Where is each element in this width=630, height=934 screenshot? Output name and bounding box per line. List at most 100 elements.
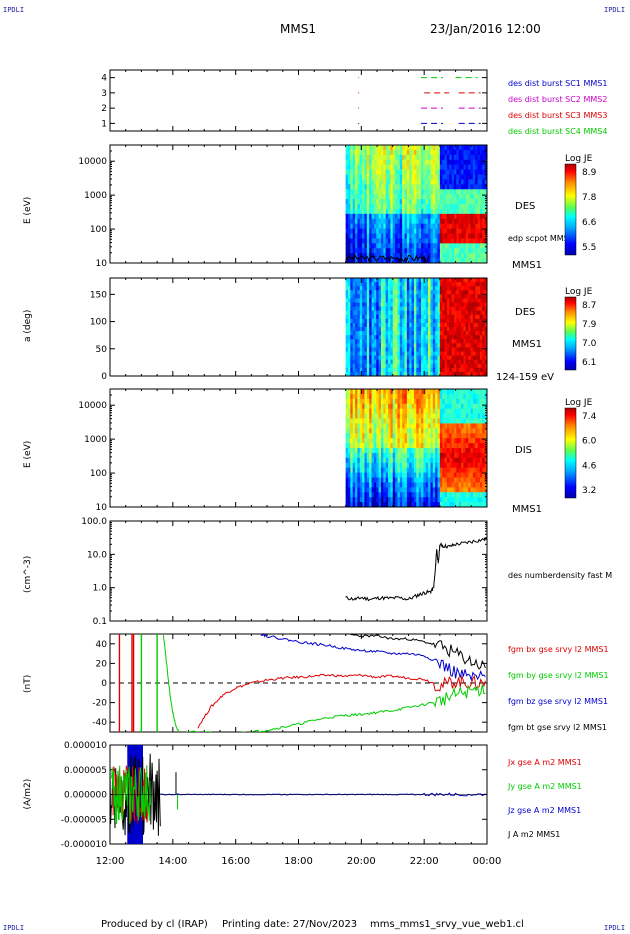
dis-energy-cell	[406, 443, 410, 449]
pitch-angle-cell	[397, 327, 401, 332]
x-axis-tick-label: 14:00	[158, 856, 187, 867]
des-energy-cell	[373, 169, 377, 176]
dis-energy-cell	[395, 487, 399, 493]
pitch-angle-cell	[397, 314, 401, 320]
dis-energy-cell	[435, 487, 439, 493]
des-energy-cell	[371, 248, 375, 254]
dis-energy-cell	[364, 502, 368, 507]
pitch-angle-cell	[482, 306, 486, 312]
pitch-angle-cell	[390, 343, 394, 349]
dis-energy-cell	[454, 472, 457, 479]
pitch-angle-cell	[406, 327, 410, 332]
des-energy-cell	[468, 228, 472, 235]
des-energy-cell	[446, 238, 450, 244]
dis-energy-cell	[347, 452, 351, 459]
des-energy-cell	[454, 145, 457, 151]
dis-energy-cell	[376, 398, 380, 405]
pitch-angle-cell	[470, 302, 474, 308]
des-energy-cell	[385, 213, 389, 220]
pitch-angle-cell	[388, 278, 391, 283]
dis-energy-cell	[371, 487, 375, 493]
des-energy-cell	[430, 184, 434, 190]
pitch-angle-cell	[449, 314, 453, 320]
current-burst-line	[111, 765, 151, 825]
dis-energy-cell	[472, 467, 476, 474]
dis-energy-cell	[423, 487, 427, 493]
dis-energy-cell	[432, 438, 436, 444]
dis-energy-cell	[423, 418, 427, 425]
des-energy-cell	[475, 169, 479, 176]
des-energy-cell	[395, 159, 399, 166]
pitch-angle-cell	[388, 294, 391, 300]
dis-energy-cell	[397, 393, 401, 400]
pitch-angle-cell	[428, 351, 432, 357]
dis-energy-cell	[359, 413, 363, 420]
des-energy-cell	[402, 145, 406, 151]
pitch-angle-cell	[442, 294, 446, 300]
des-energy-cell	[413, 164, 417, 171]
dis-energy-cell	[362, 443, 366, 449]
dis-energy-cell	[430, 413, 434, 420]
dis-energy-cell	[376, 482, 380, 488]
des-energy-cell	[411, 228, 415, 235]
dis-energy-cell	[482, 403, 486, 410]
dis-energy-cell	[472, 418, 476, 425]
dis-energy-cell	[406, 497, 410, 503]
des-energy-cell	[435, 218, 439, 225]
des-energy-cell	[430, 164, 434, 171]
dis-energy-cell	[345, 428, 349, 434]
dis-energy-cell	[449, 487, 453, 493]
dis-energy-cell	[479, 448, 483, 454]
pitch-angle-cell	[409, 294, 413, 300]
pitch-angle-cell	[345, 278, 349, 283]
mag-field-ylabel: (nT)	[23, 675, 33, 693]
des-energy-cell	[442, 213, 446, 220]
des-energy-cell	[446, 248, 450, 254]
dis-energy-cell	[399, 467, 403, 474]
pitch-angle-cell	[404, 298, 408, 304]
des-energy-cell	[345, 154, 349, 161]
des-energy-cell	[371, 174, 375, 181]
dis-energy-cell	[468, 398, 472, 405]
pitch-angle-cell	[468, 302, 472, 308]
pitch-angle-cell	[380, 306, 384, 312]
des-energy-cell	[369, 248, 373, 254]
dis-energy-cell	[345, 502, 349, 507]
des-energy-cell	[418, 238, 422, 244]
pitch-angle-cell	[385, 314, 389, 320]
pitch-angle-cell	[428, 290, 432, 295]
dis-energy-cell	[347, 389, 351, 395]
des-energy-cell	[380, 199, 384, 205]
dis-energy-cell	[446, 398, 450, 405]
des-energy-cell	[484, 184, 487, 190]
pitch-angle-cell	[402, 278, 406, 283]
des-energy-cell	[373, 184, 377, 190]
des-energy-cell	[421, 233, 424, 240]
pitch-angle-cell	[432, 343, 436, 349]
des-energy-cell	[409, 174, 413, 181]
dis-energy-cell	[463, 452, 467, 459]
des-energy-cell	[378, 184, 382, 190]
des-energy-cell	[468, 189, 472, 195]
des-energy-cell	[397, 154, 401, 161]
des-energy-cell	[362, 149, 366, 156]
des-energy-cell	[369, 184, 373, 190]
dis-energy-cell	[357, 497, 361, 503]
des-energy-cell	[395, 228, 399, 235]
des-energy-cell	[461, 233, 465, 240]
des-energy-cell	[409, 258, 413, 263]
des-energy-cell	[454, 218, 457, 225]
dis-energy-cell	[411, 433, 415, 439]
des-energy-cell	[421, 213, 424, 220]
dis-energy-cell	[406, 457, 410, 464]
des-energy-cell	[411, 164, 415, 171]
pitch-angle-cell	[369, 286, 373, 291]
pitch-angle-cell	[406, 314, 410, 320]
dis-energy-cell	[458, 403, 462, 410]
des-energy-cell	[355, 204, 359, 210]
des-energy-cell	[385, 169, 389, 176]
pitch-angle-cell	[454, 306, 457, 312]
dis-energy-cell	[362, 428, 366, 434]
pitch-angle-cell	[352, 359, 356, 365]
dis-energy-cell	[392, 438, 396, 444]
